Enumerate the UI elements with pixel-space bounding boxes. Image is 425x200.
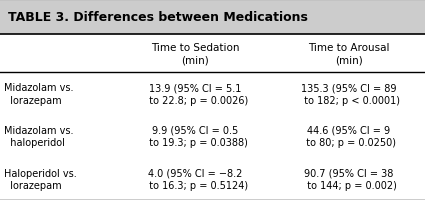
Text: 135.3 (95% CI = 89
  to 182; p < 0.0001): 135.3 (95% CI = 89 to 182; p < 0.0001) xyxy=(298,83,400,105)
Text: Time to Arousal
(min): Time to Arousal (min) xyxy=(308,43,389,65)
Text: Time to Sedation
(min): Time to Sedation (min) xyxy=(151,43,240,65)
FancyBboxPatch shape xyxy=(0,0,425,35)
Text: TABLE 3. Differences between Medications: TABLE 3. Differences between Medications xyxy=(8,11,309,24)
Text: 90.7 (95% CI = 38
  to 144; p = 0.002): 90.7 (95% CI = 38 to 144; p = 0.002) xyxy=(300,168,397,190)
Text: Midazolam vs.
  lorazepam: Midazolam vs. lorazepam xyxy=(4,83,74,105)
Text: 13.9 (95% CI = 5.1
  to 22.8; p = 0.0026): 13.9 (95% CI = 5.1 to 22.8; p = 0.0026) xyxy=(143,83,248,105)
Text: 44.6 (95% CI = 9
  to 80; p = 0.0250): 44.6 (95% CI = 9 to 80; p = 0.0250) xyxy=(300,125,397,148)
Text: Midazolam vs.
  haloperidol: Midazolam vs. haloperidol xyxy=(4,125,74,148)
Text: 9.9 (95% CI = 0.5
  to 19.3; p = 0.0388): 9.9 (95% CI = 0.5 to 19.3; p = 0.0388) xyxy=(143,125,248,148)
Text: 4.0 (95% CI = −8.2
  to 16.3; p = 0.5124): 4.0 (95% CI = −8.2 to 16.3; p = 0.5124) xyxy=(143,168,248,190)
Text: Haloperidol vs.
  lorazepam: Haloperidol vs. lorazepam xyxy=(4,168,77,190)
